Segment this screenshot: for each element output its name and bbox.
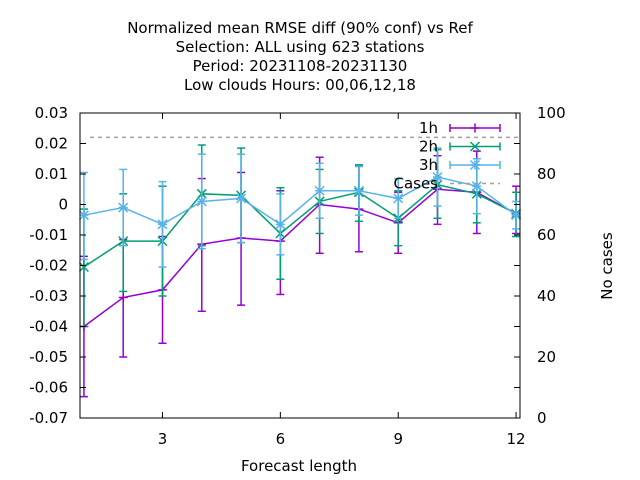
series-3h	[78, 147, 522, 268]
point-marker	[157, 219, 168, 230]
point-marker	[78, 210, 89, 221]
point-marker	[236, 193, 247, 204]
y2-axis-label: No cases	[598, 232, 616, 300]
series-line	[83, 188, 517, 328]
title-line-4: Low clouds Hours: 00,06,12,18	[184, 76, 416, 94]
point-marker	[471, 181, 482, 192]
y-tick-label: -0.05	[29, 348, 68, 366]
point-marker	[432, 172, 443, 183]
y2-tick-label: 0	[537, 409, 547, 427]
series-2h	[78, 144, 522, 328]
y-tick-label: 0.02	[35, 135, 68, 153]
point-marker	[470, 123, 480, 133]
point-marker	[469, 141, 481, 152]
y2-tick-label: 20	[537, 348, 556, 366]
y-tick-label: -0.07	[29, 409, 68, 427]
axes-layer: -0.07 -0.06 -0.05 -0.04 -0.03 -0.02 -0.01 0 0.01…	[29, 104, 565, 448]
point-marker	[469, 159, 481, 171]
point-marker	[118, 293, 128, 303]
legend-label: 2h	[419, 138, 438, 156]
point-marker	[275, 219, 286, 230]
x-axis-label: Forecast length	[241, 457, 357, 475]
y-tick-label: 0.03	[35, 104, 68, 122]
x-tick-label: 9	[393, 430, 403, 448]
point-marker	[353, 185, 364, 196]
y2-tick-label: 40	[537, 287, 556, 305]
point-marker	[196, 196, 207, 207]
title-line-2: Selection: ALL using 623 stations	[176, 38, 425, 56]
y-tick-label: -0.01	[29, 226, 68, 244]
y-tick-label: -0.02	[29, 257, 68, 275]
y-tick-label: 0	[58, 196, 68, 214]
y-tick-label: -0.03	[29, 287, 68, 305]
series-layer	[78, 144, 522, 398]
point-marker	[511, 210, 522, 221]
title-line-1: Normalized mean RMSE diff (90% conf) vs …	[127, 19, 473, 37]
y2-tick-label: 60	[537, 226, 556, 244]
chart-title: Normalized mean RMSE diff (90% conf) vs …	[127, 19, 473, 94]
title-line-3: Period: 20231108-20231130	[193, 57, 408, 75]
point-marker	[118, 202, 129, 213]
y2-tick-label: 100	[537, 104, 566, 122]
point-marker	[393, 193, 404, 204]
point-marker	[78, 261, 89, 273]
series-line	[83, 176, 517, 226]
y2-tick-label: 80	[537, 165, 556, 183]
y-tick-label: -0.04	[29, 318, 68, 336]
x-tick-label: 12	[507, 430, 526, 448]
point-marker	[314, 185, 325, 196]
plot-frame	[79, 112, 521, 419]
legend-label: 3h	[419, 156, 438, 174]
y-tick-label: -0.06	[29, 379, 68, 397]
x-tick-label: 6	[276, 430, 286, 448]
legend-label: 1h	[419, 119, 438, 137]
y-tick-label: 0.01	[35, 165, 68, 183]
x-tick-label: 3	[158, 430, 168, 448]
legend-label: Cases	[393, 175, 438, 193]
series-line	[83, 183, 517, 268]
